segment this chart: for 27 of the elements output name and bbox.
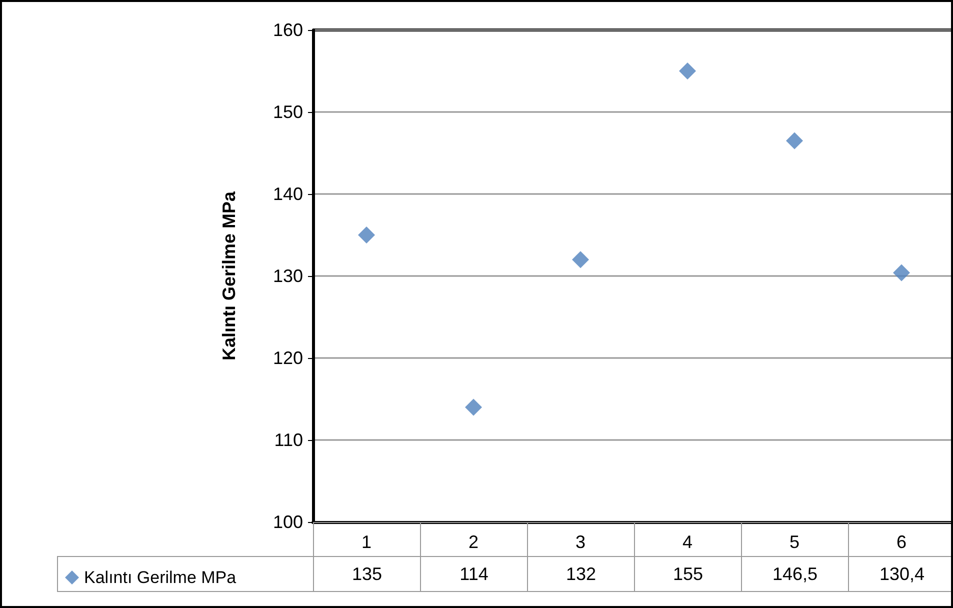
y-tick-label: 140 <box>272 184 303 204</box>
point <box>572 251 589 268</box>
data-label: 135 <box>313 556 421 592</box>
y-tick-label: 150 <box>272 102 303 122</box>
y-tick-label: 100 <box>272 512 303 532</box>
x-tick-label: 6 <box>896 532 907 552</box>
x-tick-label: 5 <box>789 532 800 552</box>
point <box>465 398 482 416</box>
y-tick-label: 160 <box>272 20 303 40</box>
x-tick-label: 2 <box>468 532 479 552</box>
x-tick-label: 4 <box>682 532 693 552</box>
x-tick-label: 3 <box>575 532 586 552</box>
y-tick-label: 130 <box>272 266 303 286</box>
point <box>679 62 696 80</box>
data-label: 114 <box>420 556 528 592</box>
data-label: 155 <box>634 556 742 592</box>
data-label: 132 <box>527 556 635 592</box>
x-tick-label: 1 <box>361 532 372 552</box>
point <box>893 264 910 282</box>
y-tick-label: 120 <box>272 348 303 368</box>
data-label: 130,4 <box>848 556 953 592</box>
y-axis-title: Kalıntı Gerilme MPa <box>219 190 239 361</box>
y-tick-label: 110 <box>274 430 303 450</box>
data-label: 146,5 <box>741 556 849 592</box>
point <box>786 132 803 150</box>
legend-label: Kalıntı Gerilme MPa <box>84 568 237 587</box>
point <box>358 226 375 244</box>
